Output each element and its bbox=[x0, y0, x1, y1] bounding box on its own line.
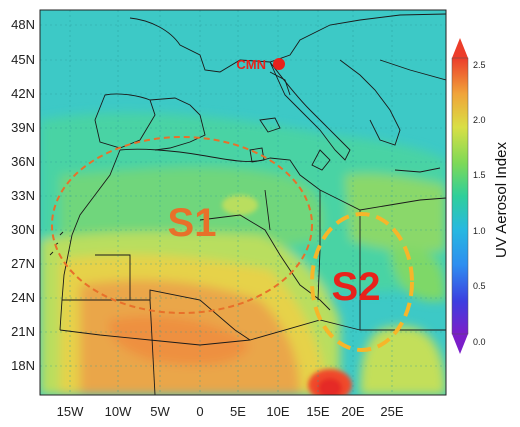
lat-tick: 42N bbox=[11, 86, 35, 101]
lon-tick: 10W bbox=[105, 404, 132, 419]
colorbar-gradient bbox=[452, 58, 468, 334]
lon-tick: 5W bbox=[150, 404, 170, 419]
colorbar-tick: 2.0 bbox=[473, 115, 486, 125]
lon-tick: 15W bbox=[57, 404, 84, 419]
lon-tick-labels: 15W 10W 5W 0 5E 10E 15E 20E 25E bbox=[57, 404, 404, 419]
station-label: CMN bbox=[236, 57, 266, 72]
region-s2-label: S2 bbox=[332, 265, 381, 309]
colorbar-label: UV Aerosol Index bbox=[493, 142, 510, 258]
colorbar: 2.5 2.0 1.5 1.0 0.5 0.0 UV Aerosol Index bbox=[451, 38, 510, 354]
colorbar-tick: 2.5 bbox=[473, 60, 486, 70]
colorbar-tick: 0.0 bbox=[473, 337, 486, 347]
lat-tick: 18N bbox=[11, 358, 35, 373]
lat-tick: 21N bbox=[11, 324, 35, 339]
region-s1-outline bbox=[51, 136, 313, 314]
lon-tick: 25E bbox=[380, 404, 403, 419]
colorbar-bottom-arrow bbox=[452, 334, 468, 354]
lat-tick: 33N bbox=[11, 188, 35, 203]
lon-tick: 10E bbox=[266, 404, 289, 419]
lat-tick: 48N bbox=[11, 17, 35, 32]
lat-tick: 30N bbox=[11, 222, 35, 237]
colorbar-top-arrow bbox=[452, 38, 468, 58]
colorbar-tick: 1.0 bbox=[473, 226, 486, 236]
lat-tick: 27N bbox=[11, 256, 35, 271]
colorbar-tick: 1.5 bbox=[473, 170, 486, 180]
map-panel bbox=[40, 10, 446, 395]
lat-tick: 36N bbox=[11, 154, 35, 169]
lon-tick: 5E bbox=[230, 404, 246, 419]
colorbar-tick: 0.5 bbox=[473, 281, 486, 291]
colorbar-frame bbox=[451, 57, 469, 335]
lat-tick-labels: 48N 45N 42N 39N 36N 33N 30N 27N 24N 21N … bbox=[11, 17, 35, 373]
lat-tick: 45N bbox=[11, 52, 35, 67]
dust-hotspot bbox=[222, 195, 352, 395]
station-marker bbox=[273, 58, 285, 70]
lat-tick: 39N bbox=[11, 120, 35, 135]
lon-tick: 20E bbox=[341, 404, 364, 419]
region-s2-outline bbox=[310, 212, 414, 352]
map-frame bbox=[39, 9, 447, 396]
lon-tick: 15E bbox=[306, 404, 329, 419]
lon-tick: 0 bbox=[196, 404, 203, 419]
lat-tick: 24N bbox=[11, 290, 35, 305]
region-s1-label: S1 bbox=[168, 201, 217, 245]
